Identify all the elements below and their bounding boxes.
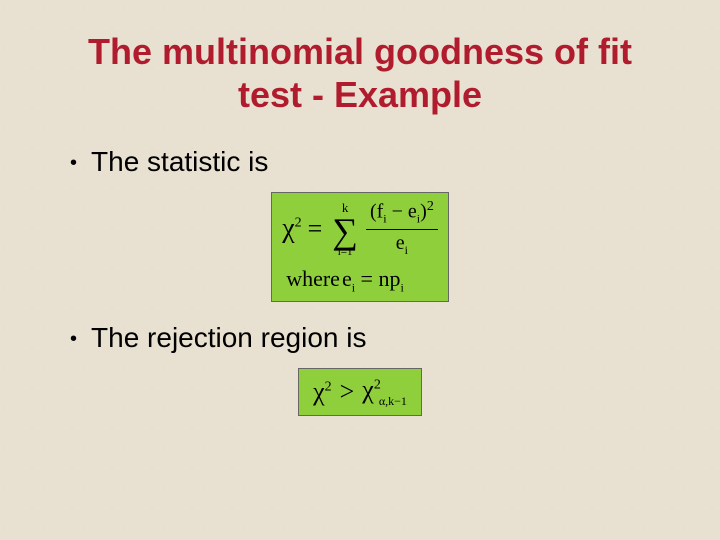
chi-rhs: χ2α,k−1 (362, 375, 407, 408)
sigma-icon: ∑ (332, 216, 358, 246)
numerator: (fi − ei)2 (366, 199, 438, 230)
bullet-2-text: The rejection region is (91, 322, 366, 354)
slide: The multinomial goodness of fit test - E… (0, 0, 720, 456)
bullet-1: • The statistic is (70, 146, 660, 180)
chi-lhs: χ2 (313, 377, 332, 407)
formula-1-wrap: χ2 = k ∑ i=1 (fi − ei)2 ei (60, 192, 660, 302)
bullet-dot-icon: • (70, 146, 77, 180)
rejection-formula: χ2 > χ2α,k−1 (313, 375, 407, 408)
bullet-1-text: The statistic is (91, 146, 268, 178)
where-clause: whereei = npi (282, 266, 438, 295)
summation: k ∑ i=1 (332, 200, 358, 258)
bullet-dot-icon: • (70, 322, 77, 356)
bullet-2: • The rejection region is (70, 322, 660, 356)
chi-symbol: χ2 (282, 213, 301, 245)
fraction: (fi − ei)2 ei (366, 199, 438, 258)
equals-sign: = (308, 214, 323, 244)
formula-2-wrap: χ2 > χ2α,k−1 (60, 368, 660, 415)
sum-lower: i=1 (338, 246, 353, 258)
slide-title: The multinomial goodness of fit test - E… (60, 30, 660, 116)
denominator: ei (396, 230, 408, 258)
formula-1-box: χ2 = k ∑ i=1 (fi − ei)2 ei (271, 192, 449, 302)
title-line-1: The multinomial goodness of fit (88, 31, 632, 72)
formula-2-box: χ2 > χ2α,k−1 (298, 368, 422, 415)
gt-sign: > (340, 377, 355, 407)
chi-squared-formula: χ2 = k ∑ i=1 (fi − ei)2 ei (282, 199, 438, 258)
title-line-2: test - Example (238, 74, 482, 115)
